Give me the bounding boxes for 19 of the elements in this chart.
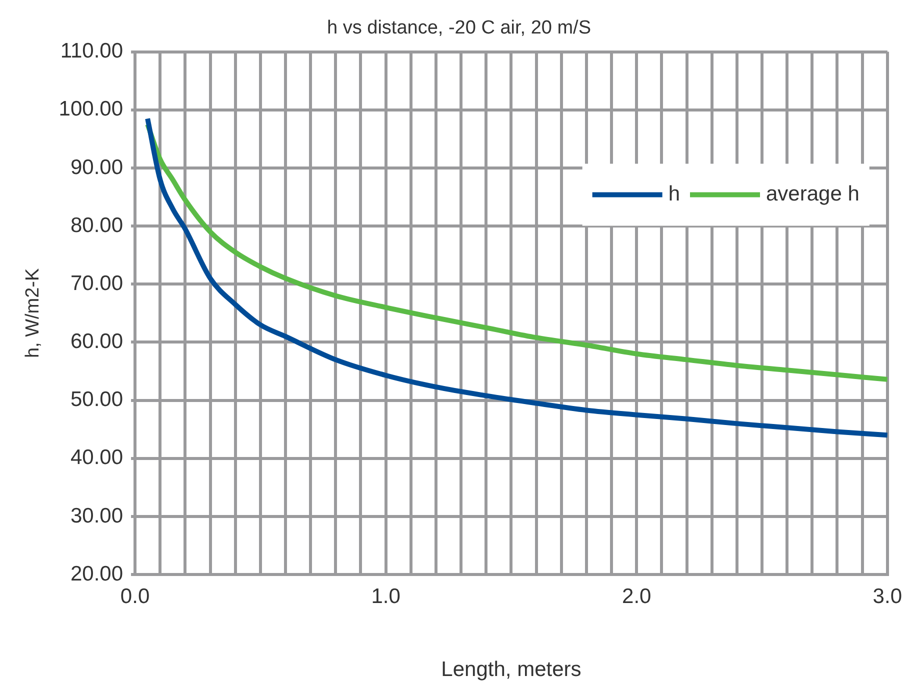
chart-title: h vs distance, -20 C air, 20 m/S — [326, 18, 592, 39]
legend-label: average h — [766, 182, 860, 206]
y-tick-label: 70.00 — [70, 272, 124, 295]
y-tick-label: 50.00 — [70, 388, 124, 412]
y-tick-label: 80.00 — [70, 214, 124, 237]
y-tick-label: 30.00 — [70, 504, 124, 528]
x-axis-title: Length, meters — [441, 658, 582, 682]
y-axis-title: h, W/m2-K — [22, 268, 44, 358]
y-tick-label: 60.00 — [70, 330, 124, 354]
x-tick-label: 2.0 — [622, 584, 652, 608]
y-tick-label: 100.00 — [58, 98, 124, 121]
x-tick-label: 0.0 — [120, 584, 150, 608]
y-tick-label: 20.00 — [70, 562, 124, 586]
x-tick-label: 1.0 — [371, 584, 400, 608]
y-tick-label: 40.00 — [70, 446, 124, 470]
legend-label: h — [668, 182, 680, 206]
y-tick-label: 90.00 — [70, 156, 124, 179]
x-tick-label: 3.0 — [872, 584, 902, 608]
y-tick-label: 110.00 — [60, 40, 124, 63]
